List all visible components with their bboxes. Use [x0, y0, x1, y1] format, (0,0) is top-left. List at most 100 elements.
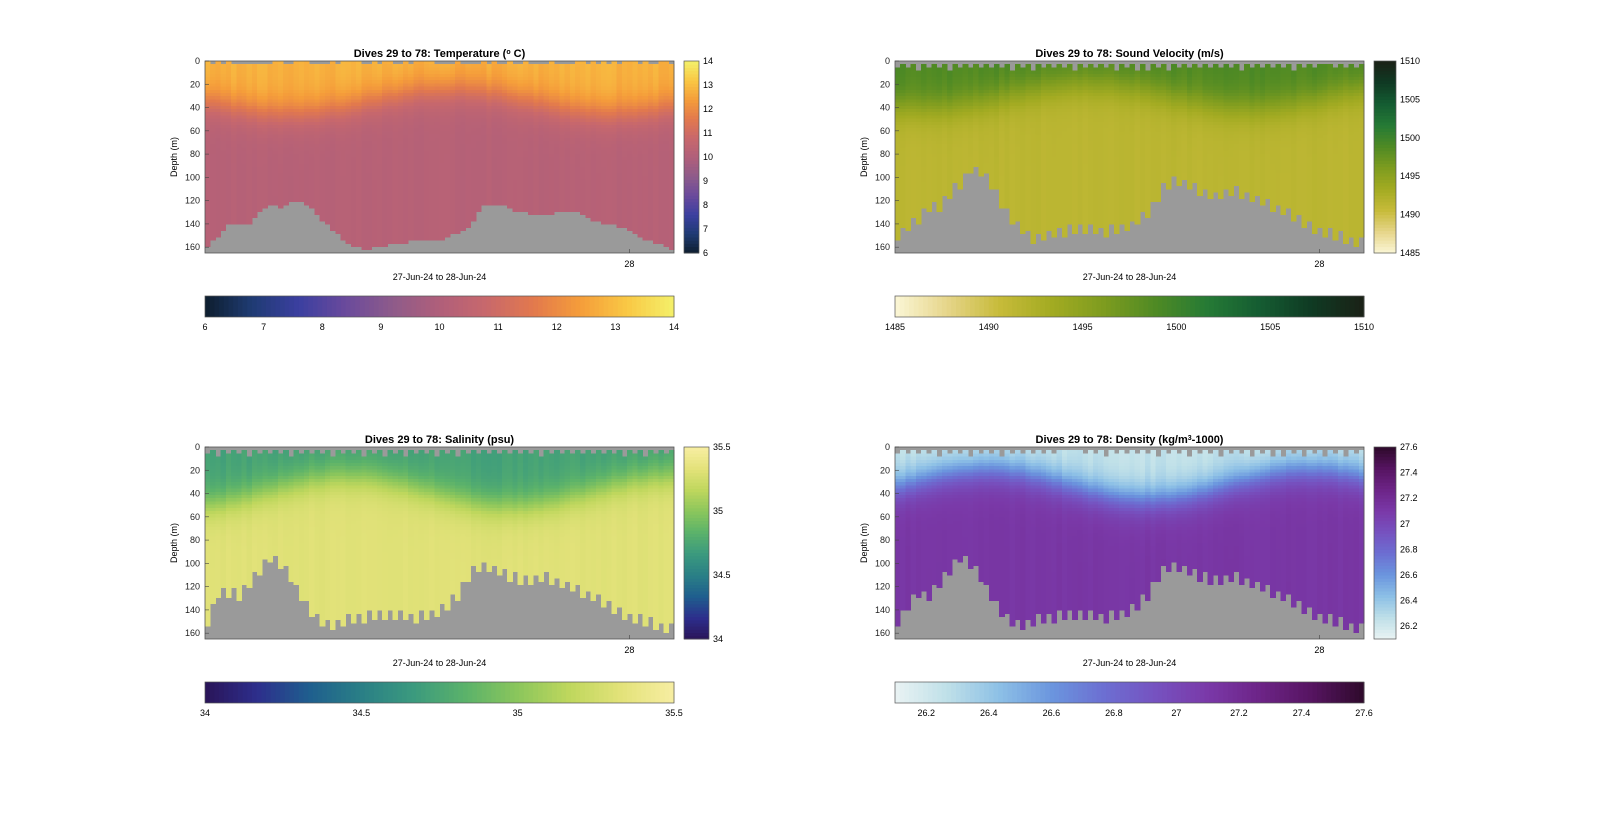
heatmap-cell	[314, 102, 321, 107]
heatmap-cell	[595, 137, 602, 142]
heatmap-cell	[444, 208, 451, 212]
heatmap-cell	[486, 96, 493, 100]
heatmap-cell	[569, 150, 576, 155]
heatmap-cell	[637, 147, 644, 151]
heatmap-cell	[449, 131, 456, 135]
heatmap-cell	[905, 169, 912, 174]
heatmap-cell	[382, 89, 388, 94]
heatmap-cell	[324, 64, 331, 68]
heatmap-cell	[262, 134, 268, 139]
heatmap-cell	[647, 211, 654, 215]
heatmap-cell	[905, 105, 912, 110]
heatmap-cell	[257, 150, 263, 155]
heatmap-cell	[246, 96, 253, 100]
colorbar-swatch	[598, 296, 605, 317]
heatmap-cell	[439, 105, 446, 110]
heatmap-cell	[439, 80, 446, 84]
heatmap-cell	[267, 153, 274, 158]
heatmap-cell	[627, 80, 633, 84]
heatmap-cell	[335, 182, 341, 187]
heatmap-cell	[564, 169, 571, 174]
heatmap-cell	[439, 99, 446, 103]
heatmap-cell	[512, 205, 519, 209]
heatmap-cell	[663, 147, 670, 151]
heatmap-cell	[658, 118, 664, 123]
heatmap-cell	[413, 192, 420, 196]
heatmap-cell	[470, 211, 477, 215]
heatmap-cell	[210, 112, 216, 116]
heatmap-cell	[439, 128, 446, 132]
heatmap-cell	[220, 102, 227, 107]
colorbar-swatch	[552, 296, 558, 317]
heatmap-cell	[387, 128, 393, 132]
heatmap-cell	[637, 121, 644, 126]
heatmap-cell	[319, 211, 326, 215]
heatmap-cell	[397, 240, 404, 244]
heatmap-cell	[356, 176, 362, 180]
colorbar-swatch	[355, 296, 361, 317]
heatmap-cell	[580, 118, 586, 123]
heatmap-cell	[330, 134, 336, 139]
heatmap-cell	[236, 160, 242, 164]
heatmap-cell	[345, 233, 352, 238]
heatmap-cell	[460, 80, 466, 84]
heatmap-cell	[205, 109, 211, 113]
heatmap-cell	[330, 131, 336, 135]
heatmap-cell	[460, 189, 466, 193]
heatmap-cell	[496, 141, 503, 145]
heatmap-cell	[418, 166, 425, 171]
heatmap-cell	[397, 214, 404, 219]
heatmap-cell	[309, 137, 315, 142]
heatmap-cell	[595, 77, 602, 81]
heatmap-cell	[647, 89, 654, 94]
heatmap-cell	[304, 86, 310, 91]
heatmap-cell	[231, 86, 237, 91]
heatmap-cell	[236, 73, 242, 78]
heatmap-cell	[663, 237, 670, 241]
heatmap-cell	[647, 83, 654, 87]
heatmap-cell	[611, 99, 618, 103]
heatmap-cell	[376, 189, 383, 193]
heatmap-cell	[627, 121, 633, 126]
heatmap-cell	[251, 198, 258, 203]
heatmap-cell	[283, 189, 289, 193]
heatmap-cell	[444, 115, 451, 119]
heatmap-cell	[288, 169, 294, 174]
heatmap-cell	[288, 157, 294, 161]
heatmap-cell	[564, 115, 571, 119]
heatmap-cell	[392, 134, 399, 139]
heatmap-cell	[455, 217, 461, 222]
heatmap-cell	[210, 89, 216, 94]
heatmap-cell	[335, 176, 341, 180]
heatmap-cell	[460, 137, 466, 142]
heatmap-cell	[496, 77, 503, 81]
heatmap-cell	[502, 137, 508, 142]
heatmap-cell	[387, 163, 393, 167]
heatmap-cell	[507, 150, 513, 155]
heatmap-cell	[215, 198, 222, 203]
heatmap-cell	[309, 77, 315, 81]
heatmap-cell	[580, 115, 586, 119]
heatmap-cell	[283, 112, 289, 116]
heatmap-cell	[449, 163, 456, 167]
heatmap-cell	[392, 208, 399, 212]
heatmap-cell	[538, 153, 545, 158]
heatmap-cell	[470, 115, 477, 119]
heatmap-cell	[293, 144, 300, 148]
heatmap-cell	[361, 189, 367, 193]
heatmap-cell	[900, 198, 906, 203]
heatmap-cell	[590, 195, 597, 199]
heatmap-cell	[293, 179, 300, 183]
heatmap-cell	[559, 105, 565, 110]
heatmap-cell	[319, 160, 326, 164]
heatmap-cell	[324, 102, 331, 107]
heatmap-cell	[470, 195, 477, 199]
heatmap-cell	[522, 198, 529, 203]
heatmap-cell	[548, 128, 555, 132]
heatmap-cell	[910, 147, 917, 151]
heatmap-cell	[403, 128, 409, 132]
heatmap-cell	[413, 169, 420, 174]
heatmap-cell	[616, 217, 623, 222]
heatmap-cell	[376, 173, 383, 177]
heatmap-cell	[642, 121, 649, 126]
